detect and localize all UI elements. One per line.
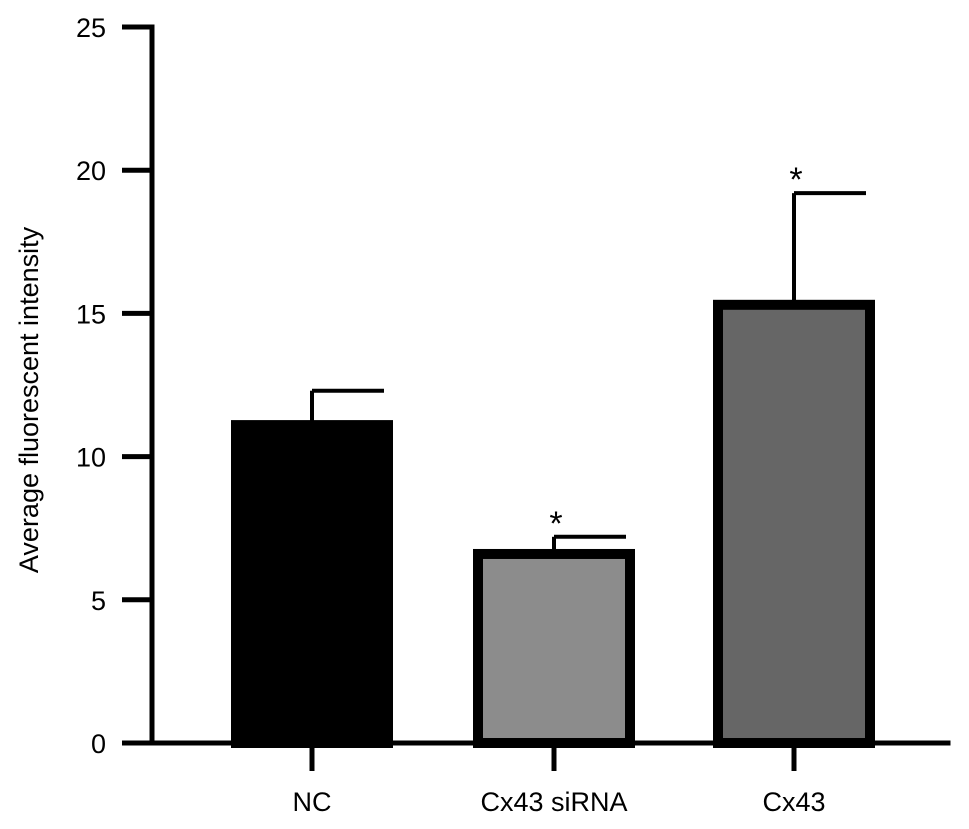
- significance-marker: *: [789, 161, 802, 199]
- bar: [713, 299, 875, 748]
- axes-group: [149, 24, 951, 746]
- x-tick-label: NC: [293, 787, 332, 817]
- significance-group: **: [549, 161, 802, 543]
- bar: [231, 420, 393, 748]
- y-axis-label-group: Average fluorescent intensity: [14, 226, 44, 573]
- bar: [473, 548, 635, 749]
- significance-marker: *: [549, 505, 562, 543]
- y-tick-label: 0: [91, 729, 106, 759]
- x-ticks-group: NC Cx43 siRNA Cx43: [293, 743, 826, 817]
- y-tick-label: 15: [76, 299, 106, 329]
- y-axis-label: Average fluorescent intensity: [14, 226, 44, 573]
- x-tick-label: Cx43 siRNA: [480, 787, 627, 817]
- y-tick-label: 25: [76, 13, 106, 43]
- y-ticks-group: 0 5 10 15 20 25: [76, 13, 152, 759]
- y-tick-label: 20: [76, 156, 106, 186]
- y-tick-label: 5: [91, 586, 106, 616]
- x-tick-label: Cx43: [762, 787, 825, 817]
- y-tick-label: 10: [76, 443, 106, 473]
- error-bars-group: [310, 191, 866, 554]
